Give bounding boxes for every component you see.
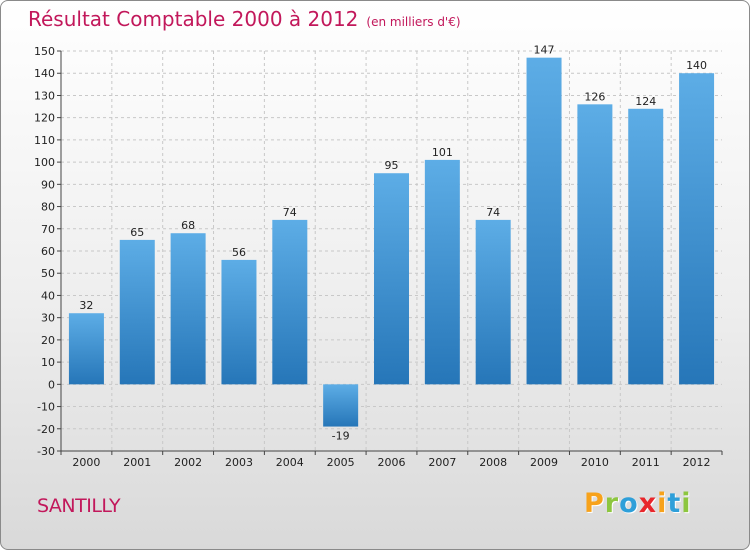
x-tick-label: 2002 [174, 456, 202, 469]
x-tick-label: 2008 [479, 456, 507, 469]
y-tick-label: 90 [41, 178, 55, 191]
logo-letter: P [584, 488, 605, 519]
chart-title: Résultat Comptable 2000 à 2012 (en millie… [28, 7, 461, 31]
x-tick-label: 2007 [428, 456, 456, 469]
y-tick-label: 20 [41, 334, 55, 347]
data-label-2006: 95 [385, 159, 399, 172]
bar-2008 [475, 219, 511, 385]
data-label-2003: 56 [232, 246, 246, 259]
y-tick-label: 10 [41, 356, 55, 369]
x-tick-label: 2010 [581, 456, 609, 469]
y-tick-label: -10 [37, 401, 55, 414]
logo-letter: t [667, 488, 682, 519]
y-tick-label: 150 [34, 45, 55, 58]
y-tick-label: 130 [34, 89, 55, 102]
x-tick-label: 2006 [378, 456, 406, 469]
y-tick-label: -20 [37, 423, 55, 436]
data-label-2008: 74 [486, 206, 500, 219]
logo-letter: o [619, 488, 639, 519]
bar-2009 [526, 57, 562, 385]
bar-2002 [170, 233, 206, 385]
y-tick-label: 60 [41, 245, 55, 258]
bar-2005 [323, 384, 359, 427]
data-label-2002: 68 [181, 219, 195, 232]
bar-2006 [374, 173, 409, 385]
y-tick-label: 120 [34, 112, 55, 125]
x-tick-label: 2011 [632, 456, 660, 469]
logo-letter: r [604, 488, 620, 519]
bar-2001 [119, 239, 155, 385]
place-name: SANTILLY [37, 495, 121, 517]
logo-letter: x [638, 488, 658, 519]
x-tick-label: 2012 [683, 456, 711, 469]
x-tick-label: 2003 [225, 456, 253, 469]
logo-letter: i [657, 488, 668, 519]
x-tick-label: 2005 [327, 456, 355, 469]
data-label-2012: 140 [686, 59, 707, 72]
chart-subtitle: (en milliers d'€) [366, 15, 461, 29]
bar-2010 [577, 104, 613, 385]
bar-2011 [628, 108, 664, 385]
data-label-2007: 101 [432, 146, 453, 159]
y-tick-label: 0 [48, 378, 55, 391]
x-tick-label: 2001 [123, 456, 151, 469]
bar-2012 [679, 73, 715, 385]
data-label-2010: 126 [584, 90, 605, 103]
y-tick-label: 140 [34, 67, 55, 80]
data-label-2011: 124 [635, 95, 656, 108]
bar-2000 [68, 313, 104, 385]
x-tick-label: 2004 [276, 456, 304, 469]
logo-letter: i [681, 488, 692, 519]
bar-2004 [272, 219, 308, 385]
data-label-2009: 147 [534, 44, 555, 57]
y-tick-label: 80 [41, 201, 55, 214]
y-tick-label: 50 [41, 267, 55, 280]
y-tick-label: 100 [34, 156, 55, 169]
data-label-2005: -19 [332, 430, 350, 443]
bar-2003 [221, 259, 257, 385]
y-tick-label: 110 [34, 134, 55, 147]
y-tick-label: -30 [37, 445, 55, 458]
x-tick-label: 2009 [530, 456, 558, 469]
x-tick-label: 2000 [72, 456, 100, 469]
bar-2007 [424, 159, 460, 385]
chart-title-text: Résultat Comptable 2000 à 2012 [28, 7, 359, 31]
y-tick-label: 30 [41, 312, 55, 325]
data-label-2000: 32 [79, 299, 93, 312]
data-label-2001: 65 [130, 226, 144, 239]
data-label-2004: 74 [283, 206, 297, 219]
y-tick-label: 70 [41, 223, 55, 236]
y-tick-label: 40 [41, 289, 55, 302]
proxiti-logo: Proxiti [584, 488, 692, 519]
